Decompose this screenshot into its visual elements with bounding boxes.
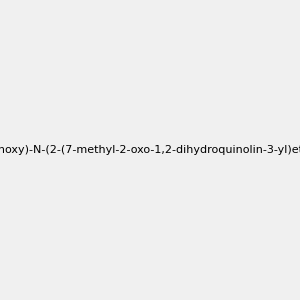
Text: 2-(4-chlorophenoxy)-N-(2-(7-methyl-2-oxo-1,2-dihydroquinolin-3-yl)ethyl)acetamid: 2-(4-chlorophenoxy)-N-(2-(7-methyl-2-oxo… [0, 145, 300, 155]
